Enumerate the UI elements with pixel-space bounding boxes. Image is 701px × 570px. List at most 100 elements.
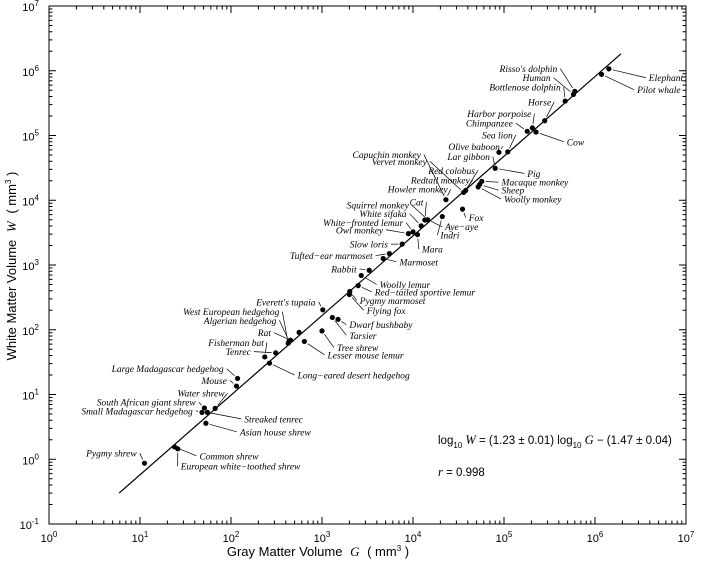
point-label: Red−tailed sportive lemur xyxy=(374,288,476,298)
data-point xyxy=(386,250,392,257)
point-label: Woolly monkey xyxy=(504,195,562,205)
y-axis-label: White Matter Volume W ( mm3 ) xyxy=(4,172,19,361)
label-leader-line xyxy=(447,189,451,197)
data-point xyxy=(234,375,241,382)
x-tick-label: 101 xyxy=(132,530,149,545)
label-leader-line xyxy=(485,181,499,183)
data-point xyxy=(347,288,353,295)
label-leader-line xyxy=(334,320,347,336)
y-tick-label: 104 xyxy=(22,193,39,208)
data-point xyxy=(459,206,466,212)
y-tick-label: 107 xyxy=(22,0,39,14)
data-point xyxy=(443,197,449,203)
point-label: Small Madagascar hedgehog xyxy=(81,407,193,417)
point-label: Cow xyxy=(567,138,585,148)
label-leader-line xyxy=(282,311,288,340)
data-point xyxy=(212,405,218,411)
data-point xyxy=(479,178,485,184)
data-point xyxy=(572,88,578,94)
data-point xyxy=(505,149,511,155)
y-tick-label: 105 xyxy=(22,129,39,144)
data-point xyxy=(199,409,205,415)
point-label: Rabbit xyxy=(330,265,357,275)
label-leader-line xyxy=(217,392,228,406)
data-point xyxy=(425,217,431,223)
label-leader-line xyxy=(359,268,366,271)
label-leader-line xyxy=(492,156,495,165)
data-point xyxy=(273,350,279,356)
y-tick-label: 102 xyxy=(22,323,39,338)
data-point xyxy=(496,149,502,155)
label-leader-line xyxy=(386,259,397,263)
label-leader-line xyxy=(386,229,405,234)
label-leader-line xyxy=(139,453,144,460)
data-point xyxy=(380,255,386,262)
point-label: Elephant xyxy=(648,74,684,84)
point-label: Risso's dolphin xyxy=(499,65,558,75)
label-leader-line xyxy=(509,134,517,149)
point-label: Pygmy marmoset xyxy=(359,297,426,307)
point-label: Bottlenose dolphin xyxy=(489,84,561,94)
data-point xyxy=(335,316,341,322)
point-label: Everett's tupaia xyxy=(255,298,316,308)
point-label: Mara xyxy=(421,246,443,256)
data-point xyxy=(320,307,326,313)
point-label: Squirrel monkey xyxy=(347,202,410,212)
point-label: Pig xyxy=(526,170,540,180)
point-label: Indri xyxy=(439,232,459,242)
data-point xyxy=(529,125,535,131)
y-tick-label: 106 xyxy=(22,64,39,79)
label-leader-line xyxy=(209,423,237,433)
point-label: Horse xyxy=(527,98,551,108)
label-leader-line xyxy=(279,320,288,338)
data-point xyxy=(296,329,302,336)
y-tick-label: 101 xyxy=(22,388,39,403)
x-tick-label: 104 xyxy=(405,530,422,545)
point-label: Harbor porpoise xyxy=(466,110,531,120)
point-label: Rat xyxy=(257,329,272,339)
data-point xyxy=(175,446,181,452)
data-point xyxy=(287,337,294,343)
label-leader-line xyxy=(483,185,499,191)
x-tick-label: 102 xyxy=(223,530,240,545)
label-leader-line xyxy=(405,222,411,229)
point-label: Sheep xyxy=(502,187,525,197)
label-leader-line xyxy=(532,113,535,124)
data-point xyxy=(405,231,411,237)
data-point xyxy=(204,409,210,415)
data-point xyxy=(358,272,364,279)
point-label: Cat xyxy=(410,198,424,208)
data-point xyxy=(262,354,268,360)
point-label: Common shrew xyxy=(199,452,259,462)
label-leader-line xyxy=(546,101,555,118)
label-leader-line xyxy=(411,204,425,218)
data-point xyxy=(606,66,612,72)
point-label: West European hedgehog xyxy=(183,308,280,318)
label-leader-line xyxy=(324,333,335,348)
label-leader-line xyxy=(429,161,461,190)
data-point xyxy=(366,267,372,273)
point-label: South African giant shrew xyxy=(97,398,197,409)
label-leader-line xyxy=(318,301,322,307)
x-tick-label: 103 xyxy=(314,530,331,545)
point-label: Asian house shrew xyxy=(239,428,312,438)
label-leader-line xyxy=(553,77,571,93)
x-tick-label: 105 xyxy=(496,530,513,545)
label-leader-line xyxy=(515,122,525,130)
point-label: Fox xyxy=(468,214,485,224)
data-point xyxy=(492,165,498,171)
point-label: Flying fox xyxy=(366,306,407,317)
label-leader-line xyxy=(341,321,347,325)
label-leader-line xyxy=(351,297,364,311)
label-leader-line xyxy=(178,448,197,457)
data-point xyxy=(203,420,209,426)
label-leader-line xyxy=(351,294,358,301)
data-point xyxy=(301,338,307,345)
data-point xyxy=(266,360,273,366)
label-leader-line xyxy=(253,351,272,353)
point-label: Pygmy shrew xyxy=(85,450,137,460)
label-leader-line xyxy=(559,68,573,89)
label-leader-line xyxy=(272,364,295,376)
label-leader-line xyxy=(364,277,377,285)
x-tick-label: 100 xyxy=(41,530,58,545)
